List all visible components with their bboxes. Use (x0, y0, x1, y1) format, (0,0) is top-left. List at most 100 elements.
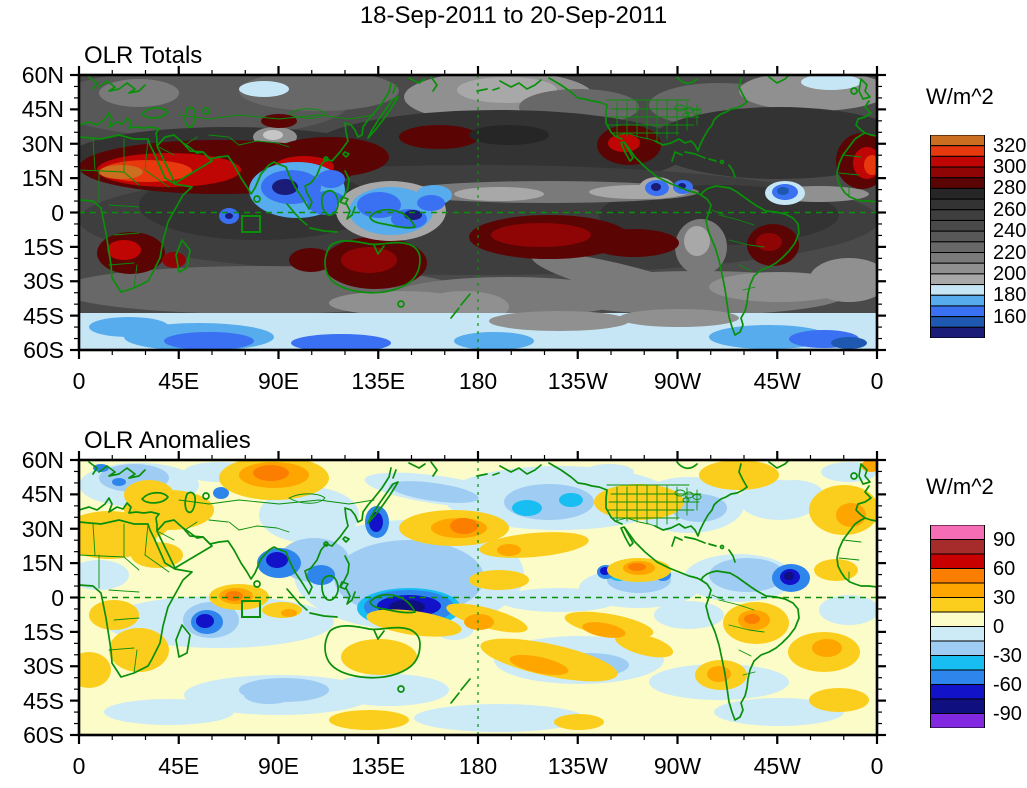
lat-label: 60N (21, 447, 64, 473)
lon-label: 0 (72, 368, 86, 394)
colorbar-segment (930, 626, 985, 642)
colorbar-tick-label: 260 (993, 198, 1027, 221)
colorbar-tick-label: 30 (993, 586, 1016, 609)
lat-label: 60S (23, 722, 64, 748)
lon-label: 45W (753, 753, 801, 779)
lat-label: 45S (23, 687, 64, 714)
anomalies-units-label: W/m^2 (926, 474, 994, 499)
lat-label: 0 (51, 584, 64, 611)
lon-label: 90W (653, 753, 702, 779)
lon-label: 135E (351, 368, 406, 394)
panel-title-olr-totals: OLR Totals (84, 42, 203, 69)
colorbar-tick-label: 240 (993, 220, 1027, 243)
colorbar-tick-label: -90 (993, 702, 1022, 725)
lat-label: 15S (23, 233, 64, 260)
main-title: 18-Sep-2011 to 20-Sep-2011 (359, 2, 668, 29)
totals-colorbar (930, 135, 985, 338)
colorbar-segment (930, 198, 985, 211)
colorbar-tick-label: 90 (993, 528, 1016, 551)
olr-totals-map (70, 66, 886, 359)
colorbar-tick-label: 160 (993, 305, 1027, 328)
colorbar-segment (930, 135, 985, 147)
lat-label: 45N (21, 96, 64, 123)
lon-label: 90E (258, 753, 299, 779)
anomalies-colorbar (930, 525, 985, 728)
lat-label: 30S (23, 653, 64, 680)
colorbar-segment (930, 525, 985, 540)
colorbar-segment (930, 187, 985, 200)
lat-label: 45S (23, 302, 64, 329)
colorbar-tick-label: 180 (993, 284, 1027, 307)
colorbar-segment (930, 241, 985, 254)
lon-label: 180 (458, 368, 498, 394)
colorbar-tick-label: 60 (993, 557, 1016, 580)
lon-label: 45E (158, 368, 200, 394)
colorbar-segment (930, 155, 985, 168)
colorbar-tick-label: -60 (993, 673, 1022, 696)
colorbar-segment (930, 640, 985, 656)
region-box (241, 215, 261, 233)
colorbar-segment (930, 273, 985, 286)
colorbar-segment (930, 219, 985, 232)
colorbar-segment (930, 316, 985, 328)
lon-label: 0 (72, 753, 86, 779)
lon-label: 135W (547, 368, 608, 394)
colorbar-segment (930, 284, 985, 296)
lat-label: 0 (51, 199, 64, 226)
lon-label: 45E (158, 753, 200, 779)
colorbar-tick-label: 200 (993, 262, 1027, 285)
colorbar-segment (930, 326, 985, 338)
colorbar-segment (930, 305, 985, 318)
lat-label: 30N (21, 515, 64, 542)
lon-label: 90W (653, 368, 702, 394)
colorbar-tick-label: 280 (993, 177, 1027, 200)
lon-label: 135W (547, 753, 608, 779)
olr-anomalies-map (70, 451, 886, 744)
colorbar-segment (930, 230, 985, 243)
colorbar-segment (930, 582, 985, 598)
lat-label: 30N (21, 130, 64, 157)
colorbar-tick-label: 320 (993, 134, 1027, 157)
colorbar-segment (930, 209, 985, 221)
anomalies-field (79, 460, 877, 735)
colorbar-tick-label: 220 (993, 241, 1027, 264)
lon-label: 135E (351, 753, 406, 779)
lat-label: 60S (23, 337, 64, 363)
colorbar-segment (930, 568, 985, 584)
colorbar-segment (930, 145, 985, 157)
colorbar-tick-label: 300 (993, 156, 1027, 179)
colorbar-segment (930, 698, 985, 714)
colorbar-segment (930, 539, 985, 555)
colorbar-segment (930, 166, 985, 179)
totals-units-label: W/m^2 (926, 84, 994, 109)
lat-label: 45N (21, 481, 64, 508)
lat-label: 15N (21, 550, 64, 577)
colorbar-tick-label: 0 (993, 615, 1005, 638)
lon-label: 0 (870, 753, 884, 779)
colorbar-segment (930, 177, 985, 189)
colorbar-segment (930, 611, 985, 627)
colorbar-segment (930, 252, 985, 264)
colorbar-segment (930, 669, 985, 685)
lon-label: 90E (258, 368, 299, 394)
lon-label: 180 (458, 753, 498, 779)
colorbar-segment (930, 597, 985, 613)
colorbar-segment (930, 294, 985, 307)
colorbar-segment (930, 262, 985, 275)
colorbar-segment (930, 655, 985, 671)
lat-label: 30S (23, 268, 64, 295)
panel-title-olr-anomalies: OLR Anomalies (84, 427, 251, 454)
colorbar-segment (930, 713, 985, 728)
lat-label: 15N (21, 165, 64, 192)
colorbar-segment (930, 684, 985, 700)
colorbar-segment (930, 553, 985, 569)
lon-label: 0 (870, 368, 884, 394)
lat-label: 60N (21, 62, 64, 88)
lat-label: 15S (23, 618, 64, 645)
region-box (241, 600, 261, 618)
axis-ticks (70, 451, 886, 744)
plot-frame (77, 73, 879, 352)
lon-label: 45W (753, 368, 801, 394)
colorbar-tick-label: -30 (993, 644, 1022, 667)
